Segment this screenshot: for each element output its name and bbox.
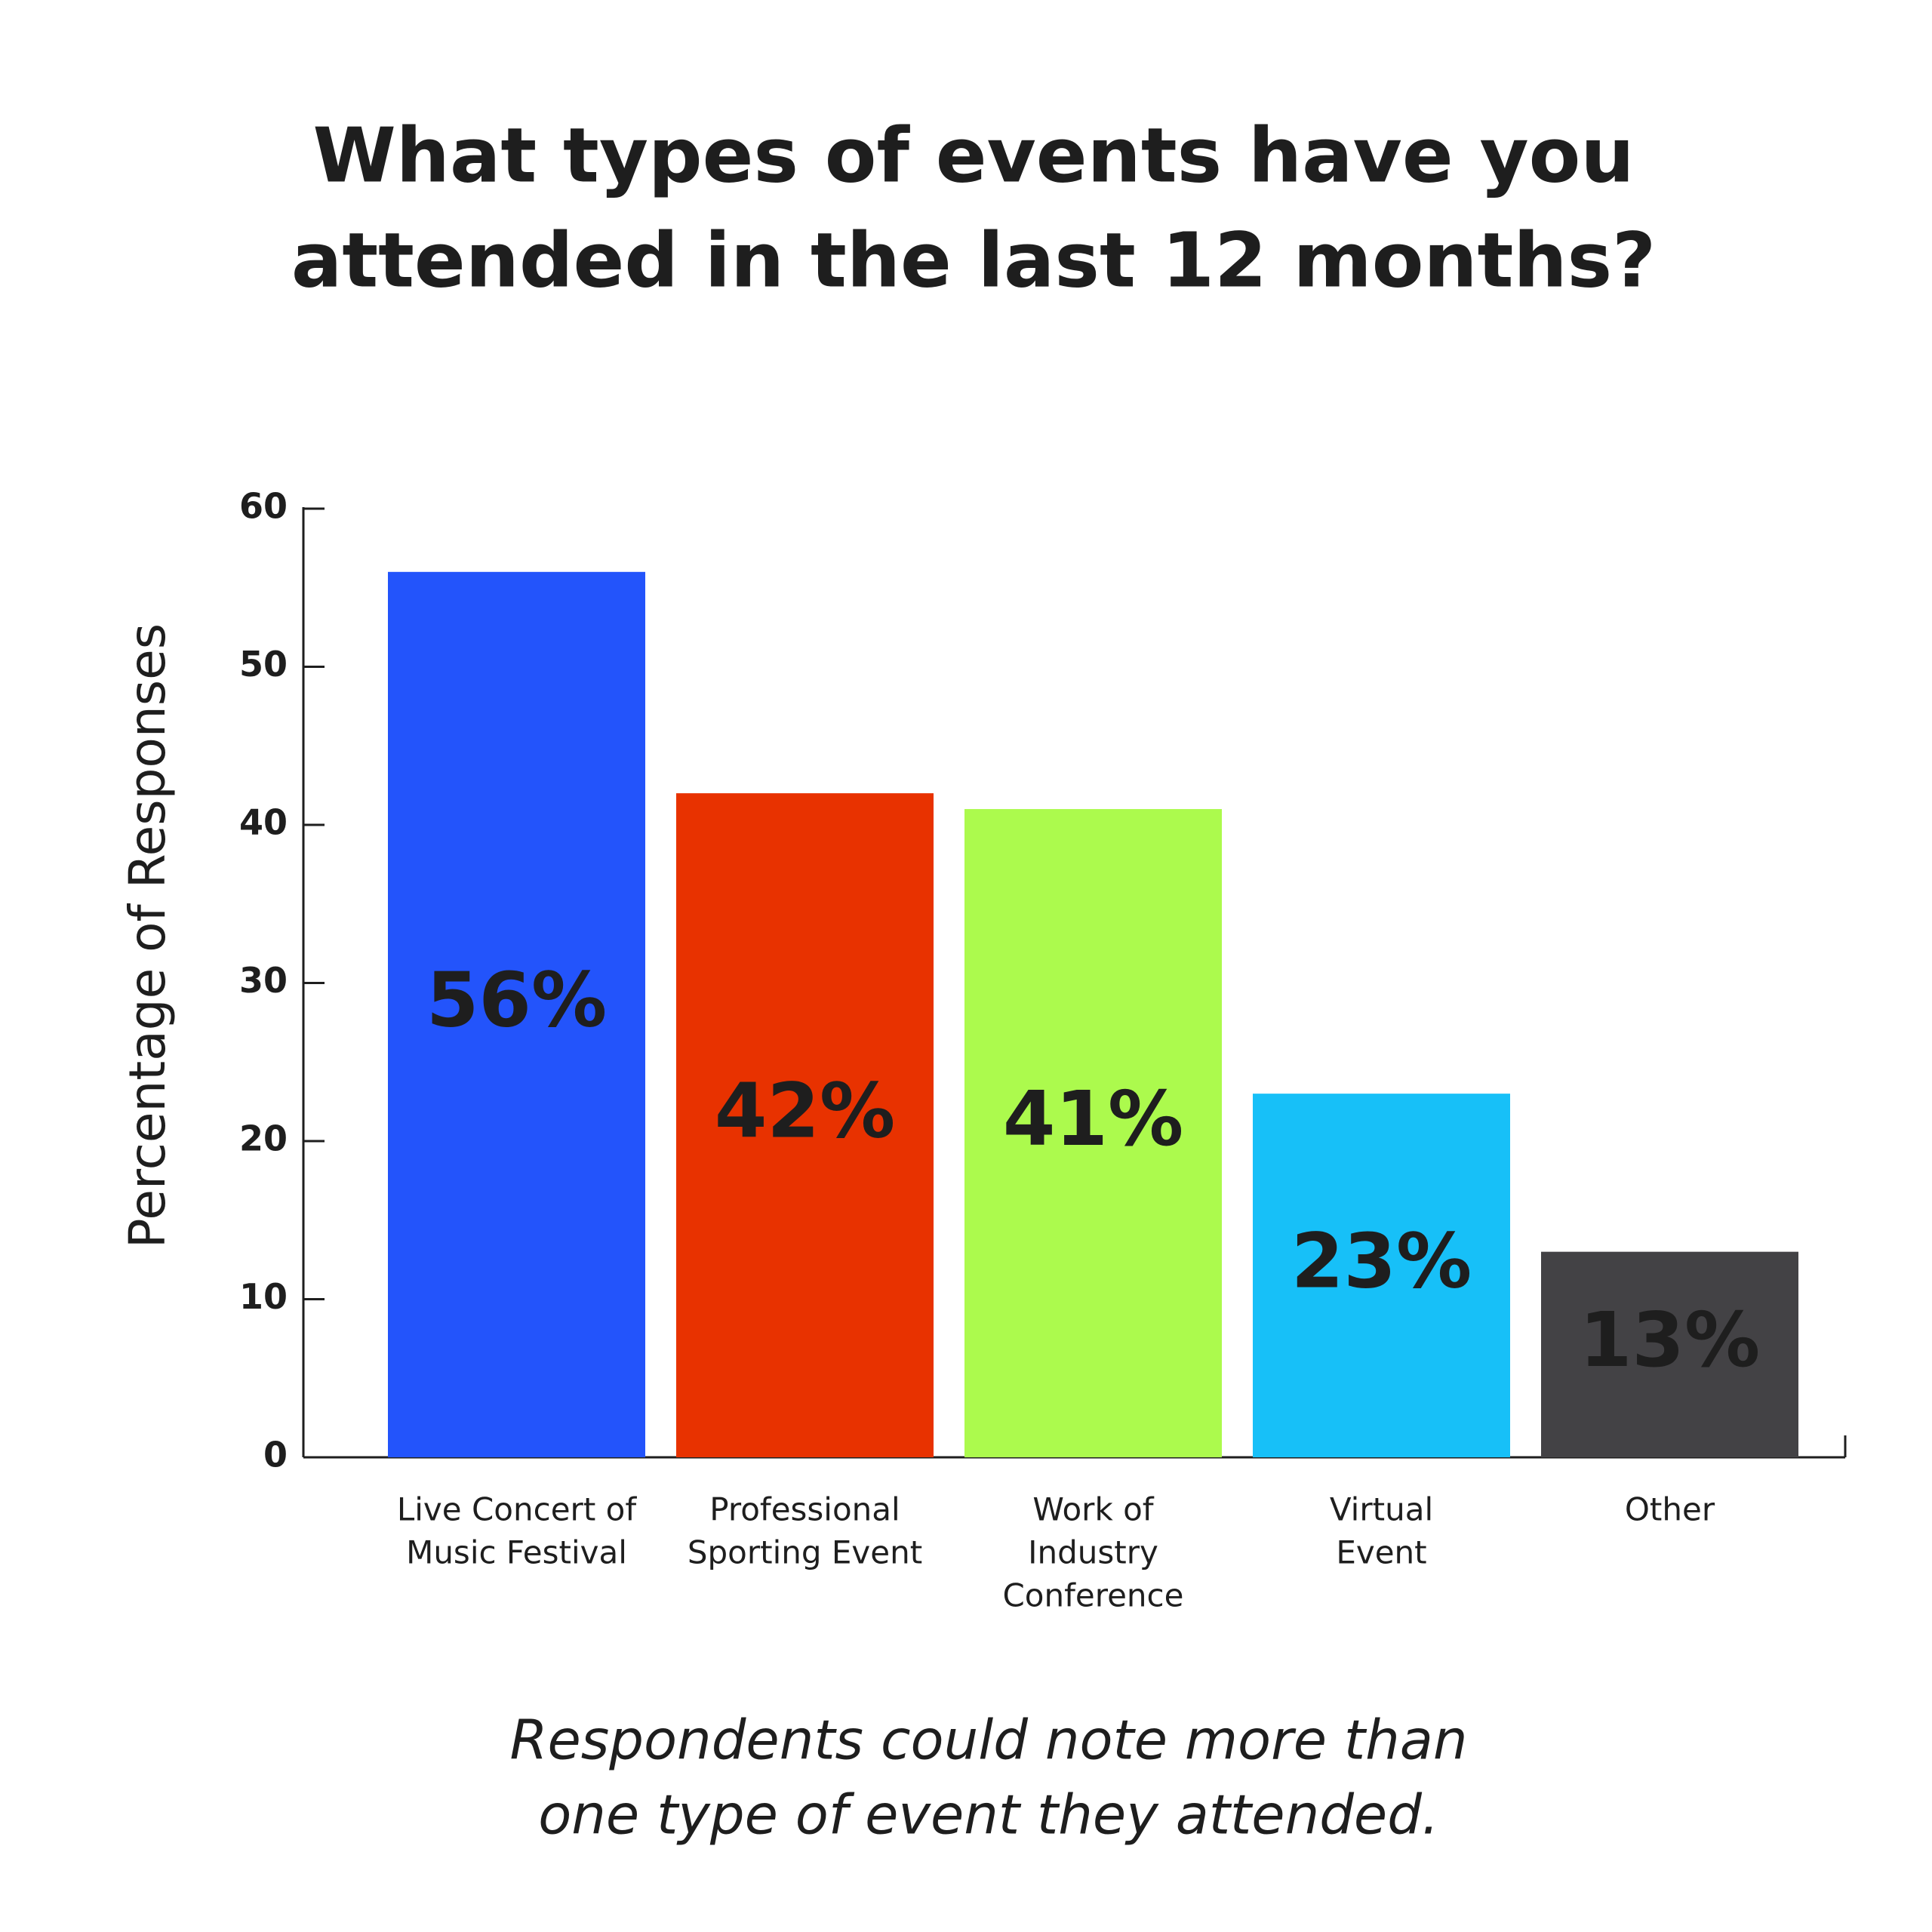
y-tick-label: 50 <box>239 644 288 685</box>
y-tick-label: 60 <box>239 486 288 527</box>
x-tick-label: Event <box>1336 1534 1426 1571</box>
y-tick-label: 40 <box>239 802 288 843</box>
y-axis-label: Percentage of Responses <box>118 623 177 1248</box>
x-tick-label: Work of <box>1032 1491 1154 1528</box>
bar <box>388 571 645 1457</box>
y-tick-label: 10 <box>239 1276 288 1317</box>
note: one type of event they attended. <box>538 1783 1439 1847</box>
x-tick-label: Industry <box>1028 1534 1158 1571</box>
note: Respondents could note more than <box>509 1709 1467 1772</box>
y-tick-label: 0 <box>263 1435 288 1475</box>
bar <box>1253 1094 1510 1457</box>
x-tick-label: Music Festival <box>406 1534 627 1571</box>
bar <box>676 793 934 1457</box>
chart-title: What types of events have you <box>312 111 1634 199</box>
y-tick-label: 30 <box>239 960 288 1001</box>
value-label: 56% <box>426 956 607 1044</box>
x-tick-label: Live Concert of <box>397 1491 637 1528</box>
x-tick-label: Sporting Event <box>688 1534 922 1571</box>
x-tick-label: Professional <box>709 1491 900 1528</box>
x-tick-label: Conference <box>1002 1577 1183 1614</box>
value-label: 41% <box>1003 1075 1183 1163</box>
value-label: 13% <box>1580 1296 1760 1384</box>
bar <box>964 809 1222 1457</box>
bar <box>1541 1251 1798 1457</box>
value-label: 23% <box>1291 1217 1472 1305</box>
y-tick-label: 20 <box>239 1118 288 1159</box>
value-label: 42% <box>715 1066 895 1155</box>
x-tick-label: Other <box>1625 1491 1715 1528</box>
x-tick-label: Virtual <box>1330 1491 1433 1528</box>
chart-title: attended in the last 12 months? <box>291 216 1656 304</box>
